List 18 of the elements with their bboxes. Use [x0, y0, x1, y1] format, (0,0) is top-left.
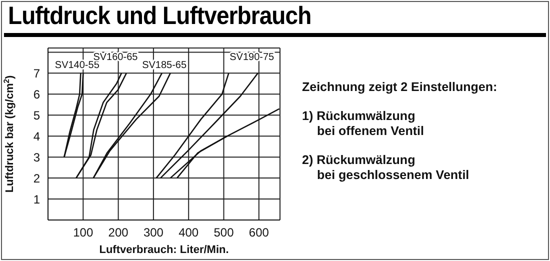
text: Zeichnung zeigt 2 Einstellungen: [302, 80, 498, 95]
x-tick-label: 400 [178, 226, 199, 240]
y-tick-label: 1 [33, 192, 40, 206]
x-tick-label: 600 [248, 226, 270, 240]
text: 1) Rückumwälzung bei offenem Ventil [302, 109, 425, 139]
x-tick-label: 300 [143, 226, 164, 240]
y-tick-label: 6 [33, 87, 40, 102]
x-axis-title: Luftverbrauch: Liter/Min. [99, 244, 229, 256]
x-tick-label: 100 [73, 226, 94, 240]
y-tick-label: 2 [33, 171, 40, 186]
y-tick-label: 5 [33, 108, 40, 122]
x-tick-label: 200 [108, 226, 129, 240]
y-tick-label: 3 [33, 150, 40, 164]
y-tick-label: 4 [33, 129, 40, 144]
chart-title: Luftdruck und Luftverbrauch [8, 2, 312, 31]
text: 2) Rückumwälzung bei geschlossenem Ventil [302, 153, 470, 183]
x-tick-label: 500 [214, 226, 234, 240]
y-tick-label: 7 [33, 66, 40, 80]
